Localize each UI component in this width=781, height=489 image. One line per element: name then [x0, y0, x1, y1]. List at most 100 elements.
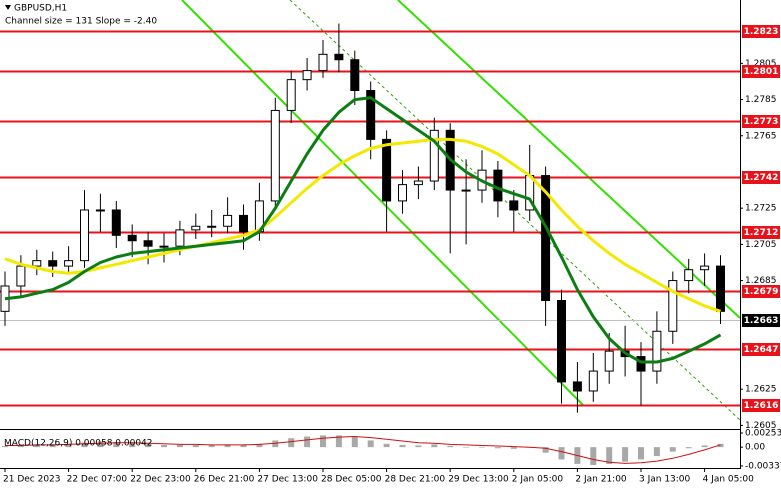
candle-body	[191, 225, 201, 231]
candle-body	[175, 229, 185, 247]
x-tick-label: 29 Dec 13:00	[448, 475, 509, 485]
macd-signal-line	[5, 435, 721, 464]
x-tick-label: 22 Dec 23:00	[130, 475, 191, 485]
macd-bar	[304, 436, 311, 448]
candle-body	[127, 234, 137, 242]
macd-bar	[431, 444, 438, 448]
macd-bar	[272, 440, 279, 448]
candle-body	[461, 189, 471, 192]
y-tick-label: 1.2725	[745, 204, 777, 214]
x-tick-label: 26 Dec 21:00	[194, 475, 255, 485]
macd-bar	[447, 446, 454, 448]
candle-body	[95, 209, 105, 212]
moving-averages	[4, 96, 722, 364]
candle-body	[48, 260, 58, 267]
last-price-box	[742, 314, 780, 327]
x-tick-label: 2 Jan 05:00	[512, 475, 564, 485]
macd-bar	[479, 447, 485, 448]
candle-body	[318, 53, 328, 72]
macd-bar	[65, 444, 72, 448]
macd-y-tick-label: 0.00	[745, 443, 765, 453]
level-label: 1.2773	[744, 117, 779, 127]
macd-y-tick-label: 0.00253	[745, 429, 781, 439]
candle-body	[636, 356, 646, 372]
macd-bar	[653, 447, 660, 457]
x-tick-label: 3 Jan 13:00	[639, 475, 691, 485]
candle-body	[398, 184, 407, 202]
macd-bar	[542, 447, 549, 453]
x-tick-label: 2 Jan 21:00	[575, 475, 627, 485]
candle-body	[286, 79, 296, 111]
level-label-box	[742, 171, 780, 184]
candle-body	[239, 214, 248, 233]
level-label-box	[742, 399, 780, 412]
macd-bar	[558, 447, 565, 460]
macd-bar	[240, 444, 247, 448]
level-label-box	[742, 115, 780, 128]
level-label: 1.2679	[744, 287, 779, 297]
macd-bar	[97, 441, 104, 448]
candle-body	[302, 70, 312, 81]
candle-body	[382, 138, 392, 202]
y-tick-label: 1.2605	[745, 421, 777, 431]
macd-bar	[367, 440, 374, 448]
moving-average-line	[4, 137, 721, 313]
level-label-box	[742, 65, 780, 78]
level-label-box	[742, 25, 780, 38]
macd-bar	[351, 437, 358, 448]
x-tick-label: 28 Dec 21:00	[385, 475, 446, 485]
x-tick-label: 21 Dec 2023	[3, 475, 61, 485]
level-label-box	[742, 226, 780, 239]
macd-bar	[463, 447, 470, 448]
y-tick-label: 1.2785	[745, 95, 777, 105]
macd-bar	[669, 447, 676, 452]
title-icon	[5, 5, 11, 10]
macd-bar	[81, 442, 88, 448]
macd-bar	[145, 444, 152, 448]
level-label: 1.2712	[744, 228, 779, 238]
level-label: 1.2647	[744, 345, 779, 355]
macd-bar	[335, 435, 342, 448]
y-tick-label: 1.2705	[745, 240, 777, 250]
channel-line	[397, 0, 740, 319]
axes: 1.2605 1.2625 1.2685 1.2705 1.2725 1.2765 1.27…	[3, 25, 781, 485]
chart-title: GBPUSD,H1	[14, 4, 67, 14]
moving-average-line	[4, 96, 722, 364]
candle-body	[111, 209, 121, 236]
candle-body	[668, 280, 678, 332]
level-label: 1.2616	[744, 401, 779, 411]
candle-body	[366, 90, 376, 140]
macd-bar	[510, 447, 517, 449]
macd-bar	[161, 444, 167, 448]
candle-body	[509, 200, 519, 211]
macd-bar	[288, 438, 295, 448]
x-tick-label: 22 Dec 07:00	[67, 475, 128, 485]
candle-body	[32, 260, 42, 267]
candle-body	[652, 330, 662, 372]
macd-bar	[113, 442, 120, 448]
x-tick-label: 27 Dec 13:00	[257, 475, 318, 485]
candle-body	[64, 260, 74, 267]
macd-bar	[224, 444, 231, 448]
macd-bar	[256, 443, 263, 448]
candle-body	[572, 381, 582, 392]
x-tick-label: 4 Jan 05:00	[703, 475, 755, 485]
y-tick-label: 1.2625	[745, 385, 777, 395]
macd-bar	[129, 443, 136, 448]
macd-bar	[383, 443, 390, 448]
candle-body	[207, 225, 217, 228]
candle-body	[716, 265, 725, 312]
macd-bar	[49, 444, 56, 448]
macd-bar	[33, 444, 40, 448]
candle-body	[80, 209, 89, 262]
level-label-box	[742, 285, 780, 298]
level-label: 1.2823	[744, 27, 779, 37]
candle-body	[429, 129, 439, 182]
candle-body	[604, 350, 614, 372]
macd-bar	[717, 443, 724, 448]
macd-bar	[415, 445, 422, 448]
last-price-label: 1.2663	[744, 316, 779, 326]
candle-body	[588, 370, 598, 392]
